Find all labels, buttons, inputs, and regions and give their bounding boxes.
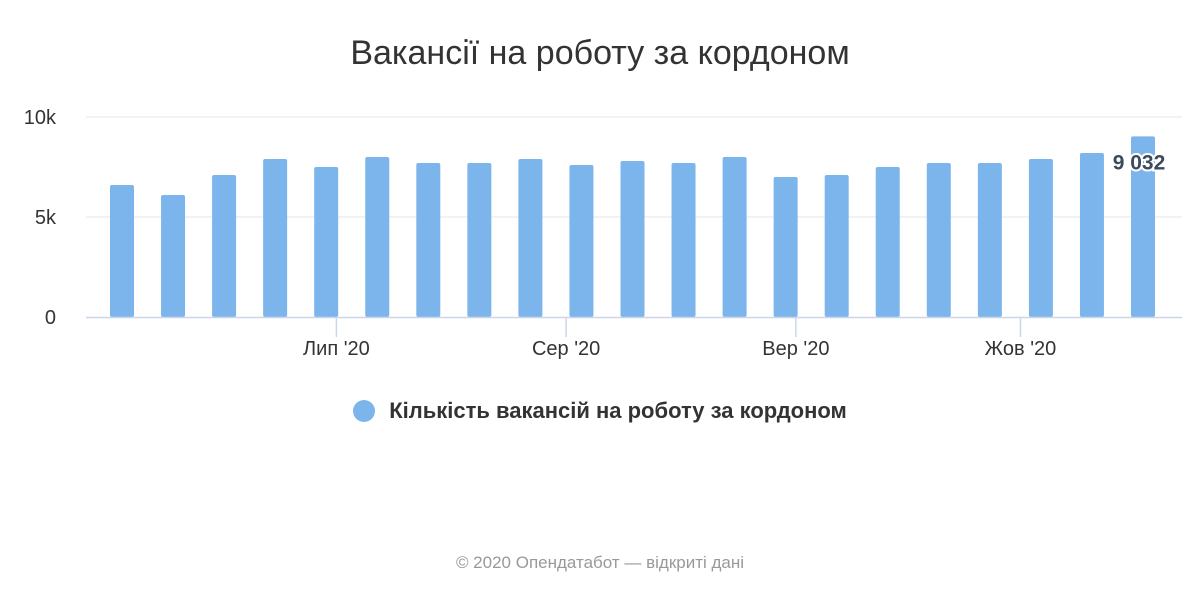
- y-tick-label: 5k: [35, 207, 57, 229]
- x-tick-label: Лип '20: [303, 338, 370, 360]
- y-tick-label: 10k: [24, 107, 57, 129]
- bar: [773, 177, 798, 317]
- bar: [212, 175, 237, 317]
- bar: [1131, 136, 1155, 317]
- bar: [1028, 159, 1053, 317]
- bar: [824, 175, 849, 317]
- bar: [263, 159, 288, 317]
- bar: [977, 163, 1002, 317]
- legend-label: Кількість вакансій на роботу за кордоном: [389, 398, 847, 423]
- bar: [314, 167, 339, 317]
- bar: [365, 157, 390, 317]
- bar: [671, 163, 696, 317]
- bar: [161, 195, 186, 317]
- legend[interactable]: Кількість вакансій на роботу за кордоном: [0, 398, 1200, 424]
- bar: [926, 163, 951, 317]
- bar: [518, 159, 543, 317]
- x-tick-label: Жов '20: [985, 338, 1057, 360]
- footer-credit: © 2020 Опендатабот — відкриті дані: [455, 553, 745, 572]
- data-label: 9 032: [1113, 151, 1166, 174]
- axis-layer: [86, 316, 1182, 337]
- bar: [875, 167, 900, 317]
- chart-title: Вакансії на роботу за кордоном: [350, 34, 850, 72]
- legend-marker: [353, 400, 376, 422]
- bar: [110, 185, 134, 317]
- x-tick-label: Сер '20: [532, 338, 600, 360]
- bar: [722, 157, 747, 317]
- bar: [467, 163, 492, 317]
- x-tick-label: Вер '20: [762, 338, 829, 360]
- bar: [1079, 153, 1104, 317]
- bar: [569, 165, 594, 317]
- bar: [416, 163, 441, 317]
- bar: [620, 161, 645, 317]
- bar-layer: [110, 136, 1155, 317]
- y-tick-label: 0: [45, 307, 56, 329]
